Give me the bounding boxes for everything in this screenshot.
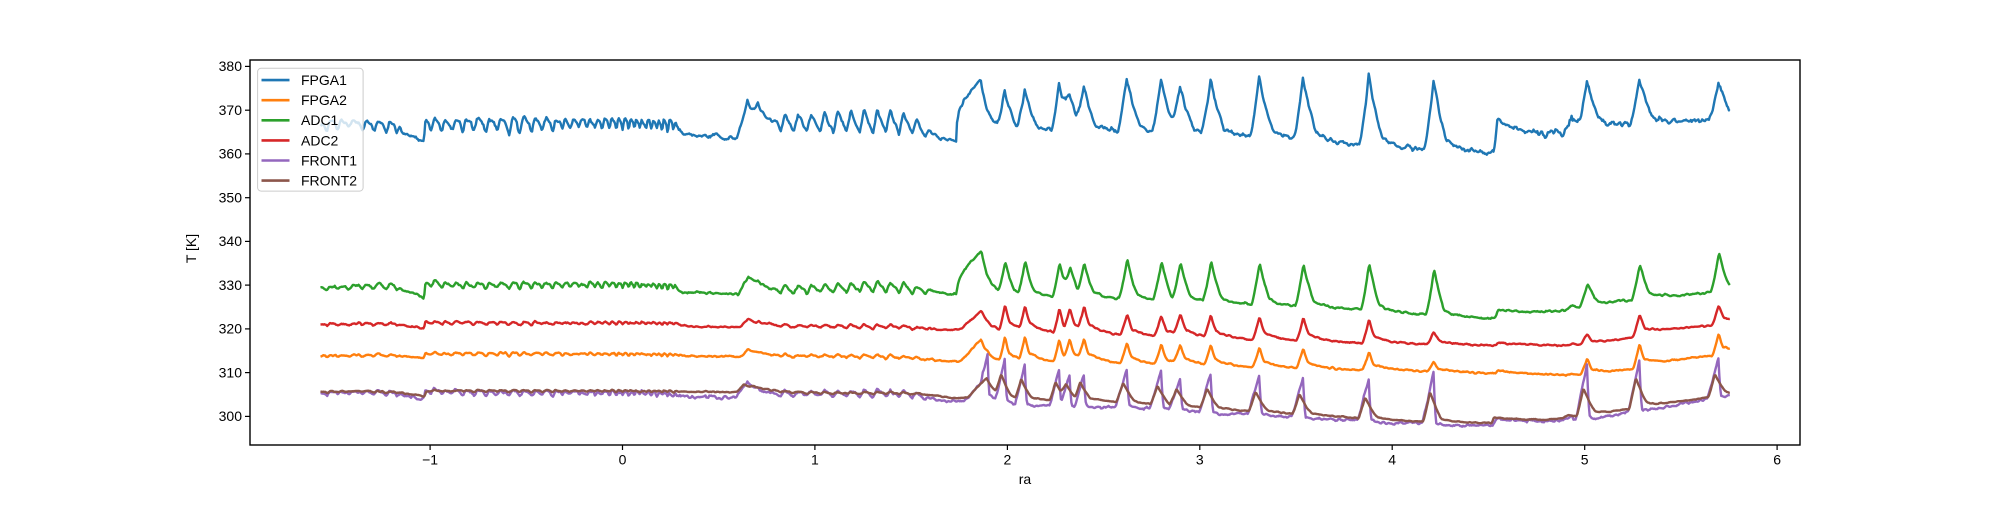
svg-text:FPGA1: FPGA1 xyxy=(301,72,347,88)
svg-text:340: 340 xyxy=(219,233,243,249)
svg-text:320: 320 xyxy=(219,321,243,337)
svg-text:5: 5 xyxy=(1581,452,1589,468)
svg-text:ra: ra xyxy=(1019,471,1032,487)
svg-text:350: 350 xyxy=(219,190,243,206)
svg-text:3: 3 xyxy=(1196,452,1204,468)
svg-text:1: 1 xyxy=(811,452,819,468)
svg-text:310: 310 xyxy=(219,364,243,380)
svg-text:0: 0 xyxy=(619,452,627,468)
svg-text:2: 2 xyxy=(1004,452,1012,468)
svg-text:FPGA2: FPGA2 xyxy=(301,92,347,108)
svg-text:330: 330 xyxy=(219,277,243,293)
svg-text:ADC2: ADC2 xyxy=(301,132,339,148)
svg-text:6: 6 xyxy=(1773,452,1781,468)
svg-text:ADC1: ADC1 xyxy=(301,112,339,128)
svg-text:FRONT2: FRONT2 xyxy=(301,173,357,189)
svg-text:300: 300 xyxy=(219,408,243,424)
svg-text:360: 360 xyxy=(219,146,243,162)
svg-text:370: 370 xyxy=(219,102,243,118)
svg-text:380: 380 xyxy=(219,58,243,74)
svg-text:T [K]: T [K] xyxy=(183,234,199,263)
svg-text:−1: −1 xyxy=(422,452,438,468)
svg-text:4: 4 xyxy=(1388,452,1396,468)
svg-text:FRONT1: FRONT1 xyxy=(301,152,357,168)
